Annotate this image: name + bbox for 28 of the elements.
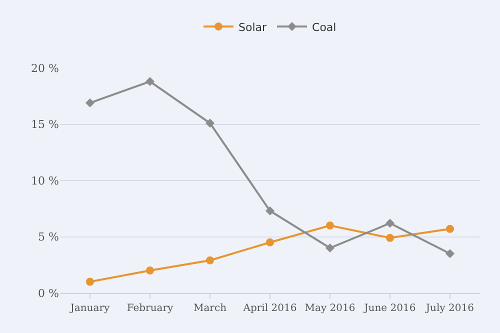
- point: [265, 206, 275, 216]
- y-tick-label: 0 %: [38, 286, 59, 300]
- y-tick-label: 5 %: [38, 230, 59, 244]
- y-tick-label: 15 %: [31, 118, 59, 132]
- point: [325, 243, 335, 253]
- point: [446, 224, 454, 233]
- point: [86, 278, 94, 286]
- point: [266, 238, 274, 246]
- x-tick-label: April 2016: [242, 303, 297, 314]
- x-tick-label: July 2016: [425, 303, 474, 314]
- point: [326, 222, 334, 230]
- point: [205, 118, 215, 128]
- point: [445, 249, 455, 258]
- legend-label: Solar: [238, 20, 268, 34]
- x-tick-label: May 2016: [304, 303, 356, 314]
- y-tick-label: 20 %: [31, 62, 59, 75]
- point: [85, 98, 95, 108]
- point: [145, 76, 155, 86]
- x-tick-label: June 2016: [363, 303, 416, 314]
- point: [386, 234, 394, 242]
- point: [385, 218, 395, 228]
- point: [206, 256, 214, 264]
- x-tick-label: January: [69, 303, 110, 314]
- x-tick-label: February: [126, 303, 174, 314]
- legend-label: Coal: [312, 20, 336, 34]
- y-tick-label: 10 %: [31, 174, 59, 188]
- x-tick-label: March: [193, 303, 228, 314]
- point: [146, 266, 154, 274]
